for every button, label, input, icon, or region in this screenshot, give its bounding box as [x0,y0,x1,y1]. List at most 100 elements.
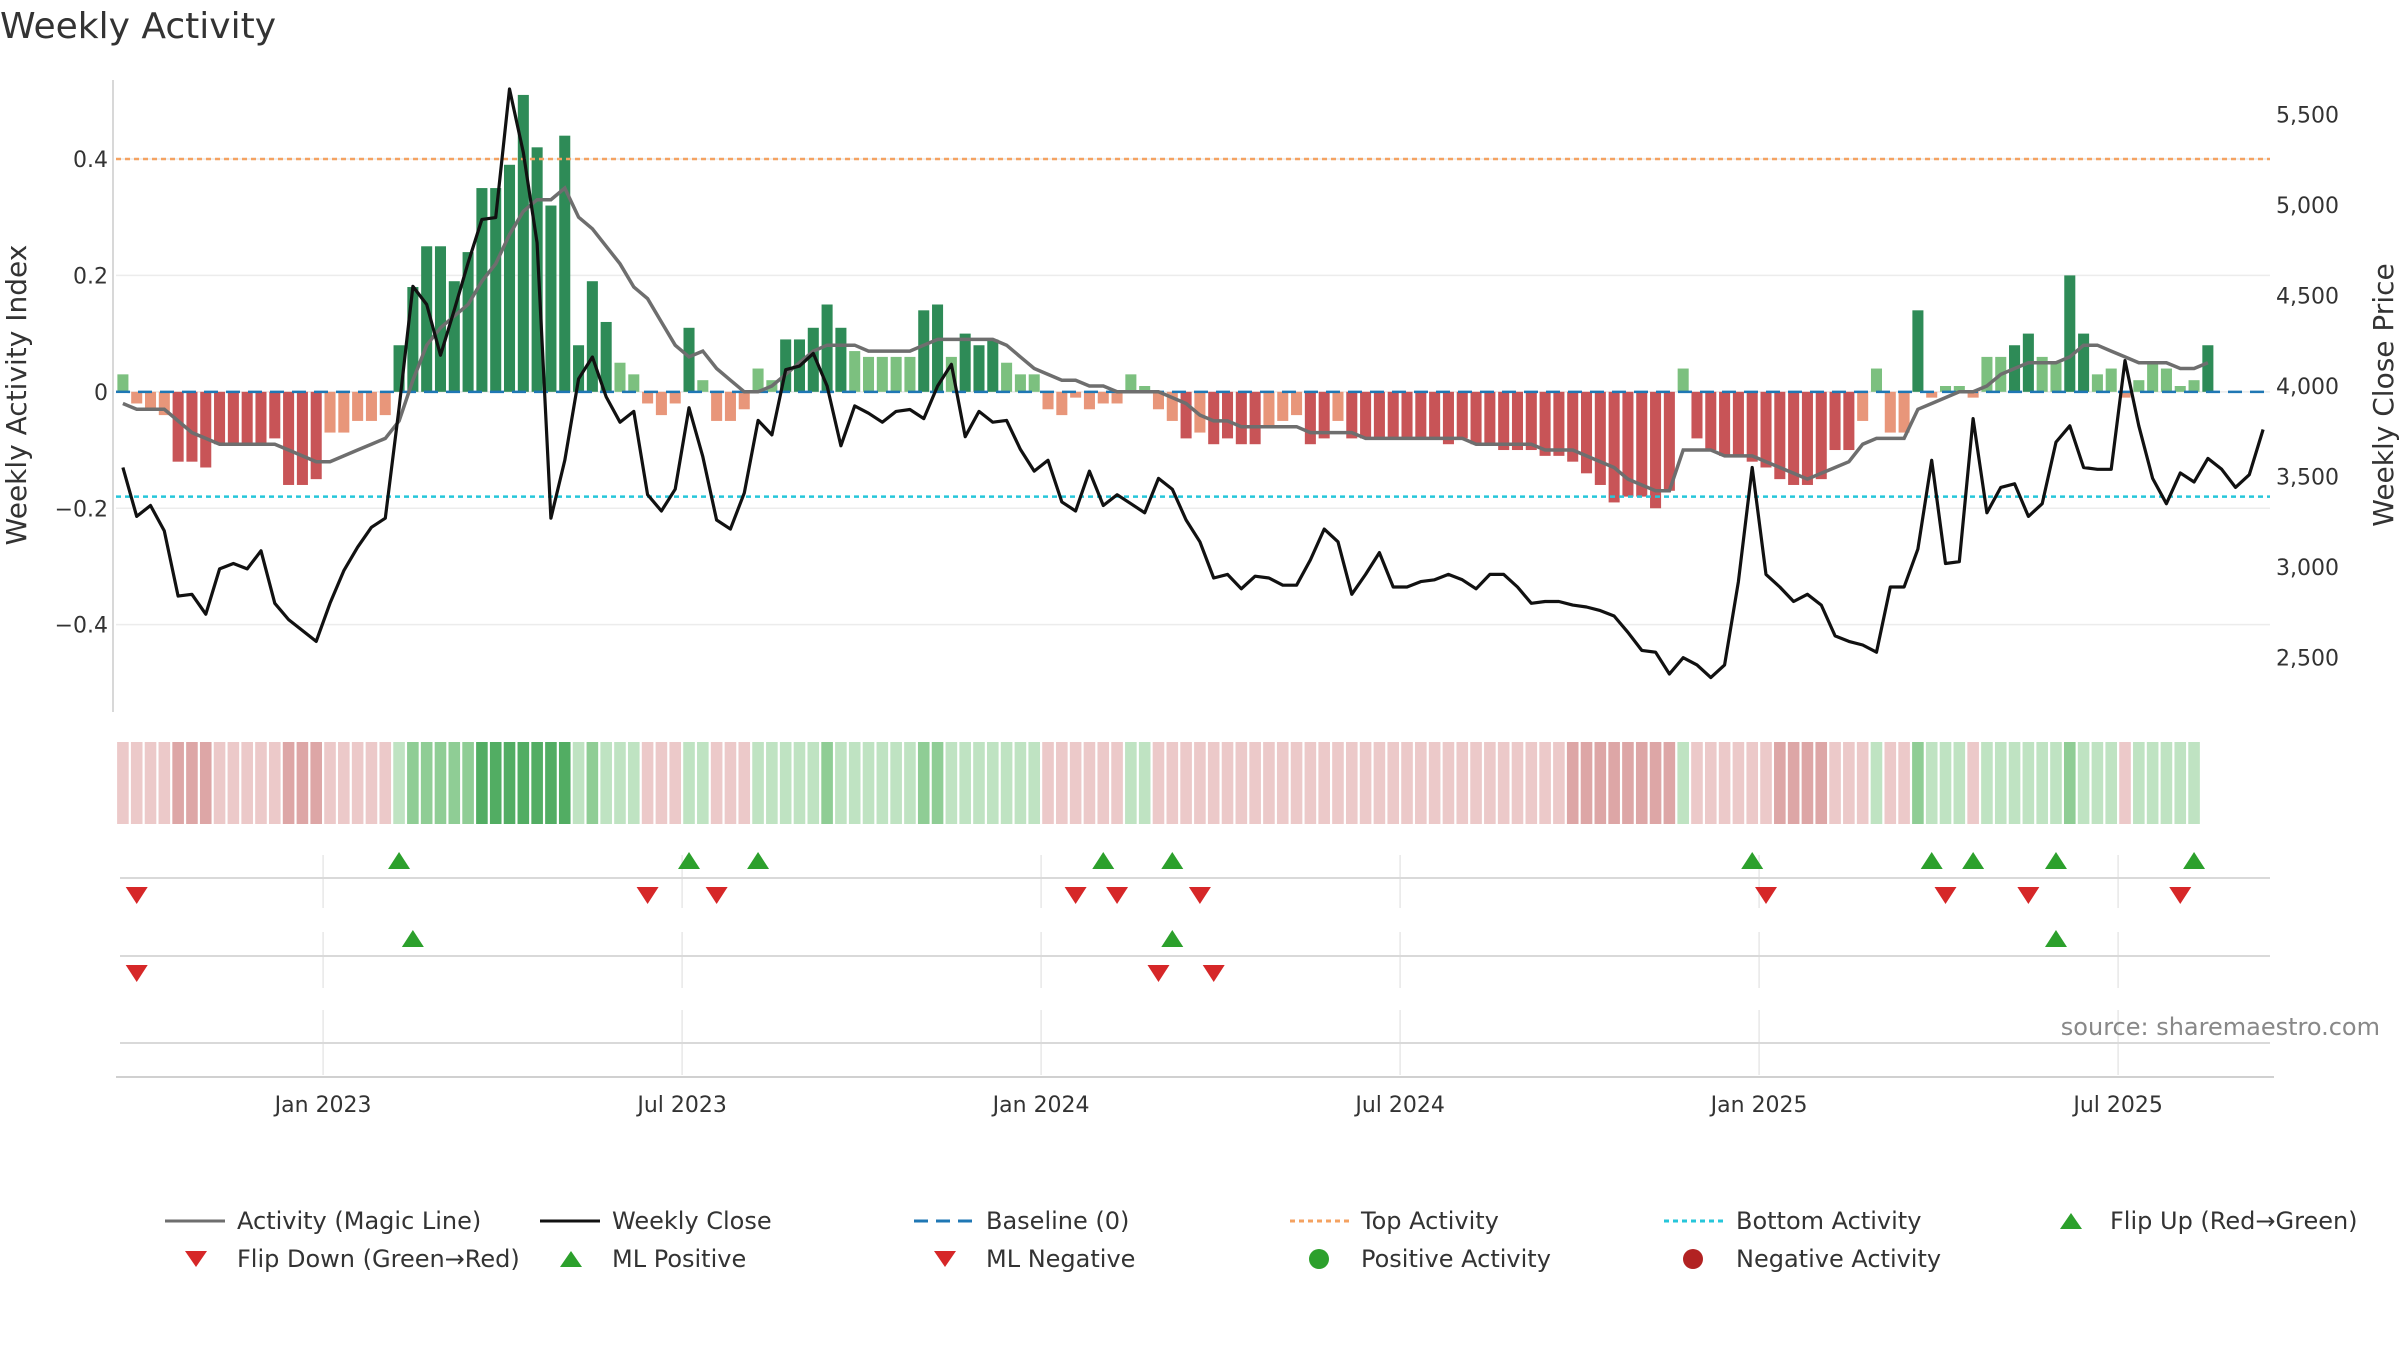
y-right-tick-label: 3,500 [2276,466,2339,491]
flip-up-marker [1920,852,1943,869]
y-right-tick-label: 5,500 [2276,103,2339,128]
heat-strip-cell [268,742,281,824]
ml-negative-marker [125,965,148,982]
heat-strip-cell [1345,742,1358,824]
legend-baseline-label: Baseline (0) [986,1207,1130,1235]
flip-up-marker [1161,852,1184,869]
activity-bar [738,391,750,410]
activity-bar [1774,391,1786,480]
activity-bar [255,391,267,445]
flip-up-marker [2183,852,2206,869]
activity-bar [904,356,916,392]
y-right-axis-title: Weekly Close Price [2367,263,2400,526]
activity-bar [1291,391,1303,416]
activity-bar [1221,391,1234,439]
heat-strip-cell [1912,742,1924,824]
activity-bar [462,252,474,392]
heat-strip-cell [420,742,433,824]
activity-bar [642,391,654,404]
activity-bar [1470,391,1482,445]
activity-bar [1042,391,1054,410]
heat-strip-cell [793,742,806,824]
heat-strip-cell [1428,742,1441,824]
heat-strip-cell [227,742,240,824]
heat-strip-cell [1318,742,1330,824]
heat-strip-cell [1221,742,1234,824]
y-axis-title: Weekly Activity Index [0,245,33,546]
activity-bar [2188,380,2200,392]
chart-title: Weekly Activity [0,6,277,47]
activity-bar [1401,391,1413,439]
legend-bottom-activity-label: Bottom Activity [1736,1207,1922,1235]
heat-strip-cell [697,742,709,824]
heat-strip-cell [876,742,889,824]
heat-strip-cell [296,742,309,824]
activity-bar [1843,391,1855,451]
heat-strip-cell [904,742,916,824]
heat-strip-cell [710,742,723,824]
activity-bar [2202,345,2214,392]
activity-bar [1139,386,1151,392]
heat-strip-cell [1125,742,1137,824]
x-tick-label: Jan 2025 [1709,1093,1808,1118]
activity-bar [1001,362,1013,392]
flip-down-marker [1934,887,1957,904]
x-tick-label: Jul 2023 [635,1093,727,1118]
legend-weekly-close-label: Weekly Close [612,1207,772,1235]
heat-strip-cell [1456,742,1469,824]
activity-bar [918,310,930,392]
heat-strip-cell [1884,742,1897,824]
legend-negative-activity-symbol [1683,1249,1703,1269]
heat-strip-cell [282,742,295,824]
activity-bar [1498,391,1510,451]
flip-down-marker [2017,887,2040,904]
activity-bar [987,339,999,392]
heat-strip-cell [614,742,626,824]
heat-strip-cell [1801,742,1814,824]
heat-strip-cell [2063,742,2076,824]
activity-bar [2147,362,2159,392]
heat-strip-cell [2119,742,2131,824]
activity-bar [1249,391,1261,445]
legend-ml-negative-symbol [934,1251,956,1267]
heat-strip-cell [1539,742,1551,824]
activity-bar [1235,391,1247,445]
heat-strip-cell [1056,742,1068,824]
activity-bar [545,205,557,392]
activity-bar [1691,391,1703,439]
activity-bar [973,345,985,392]
activity-bar [269,391,281,439]
source-credit: source: sharemaestro.com [2060,1013,2380,1041]
legend-ml-positive-symbol [560,1251,582,1267]
activity-bar [517,94,529,392]
activity-bar [379,391,391,416]
activity-bar [1926,391,1938,398]
activity-bar [1263,391,1275,427]
heat-strip-cell [1622,742,1634,824]
activity-bar [448,281,460,392]
flip-down-marker [636,887,659,904]
activity-bar [752,368,764,392]
heat-strip-cell [1608,742,1620,824]
heat-strip-cell [1939,742,1952,824]
heat-strip-cell [2160,742,2173,824]
legend-flip-down-symbol [185,1251,207,1267]
heat-strip-cell [1856,742,1869,824]
activity-bar [490,188,502,392]
activity-bar [1705,391,1717,451]
heat-strip-cell [766,742,778,824]
activity-bar [1636,391,1648,497]
heat-strip-panel [117,742,2200,824]
heat-strip-cell [158,742,171,824]
activity-bar [945,356,957,392]
ml-negative-marker [1202,965,1225,982]
heat-strip-cell [973,742,985,824]
heat-strip-cell [1566,742,1579,824]
heat-strip-cell [779,742,792,824]
heat-strip-cell [738,742,751,824]
heat-strip-cell [379,742,392,824]
legend-magic-line-label: Activity (Magic Line) [237,1207,482,1235]
activity-bar [1746,391,1758,462]
activity-bar [1580,391,1593,474]
flip-up-marker [388,852,411,869]
